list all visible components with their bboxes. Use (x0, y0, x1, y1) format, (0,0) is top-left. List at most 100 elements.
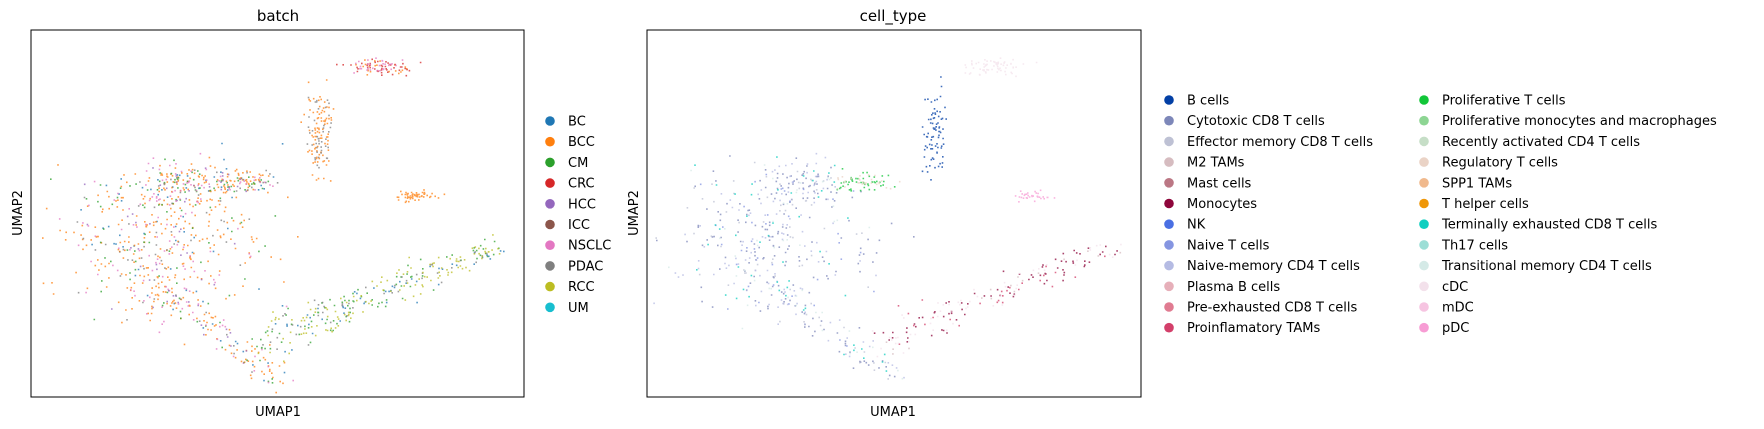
legend-marker (1164, 322, 1174, 333)
legend-item: UM (545, 301, 589, 316)
legend-marker (1164, 198, 1174, 209)
legend-label: UM (568, 301, 589, 316)
legend-label: Proinflamatory TAMs (1187, 321, 1321, 336)
legend-marker (545, 302, 555, 313)
legend-marker (1164, 240, 1174, 250)
scatter-points (897, 255, 1106, 345)
legend-label: Plasma B cells (1187, 280, 1280, 295)
batch-scatter-points (42, 57, 505, 394)
legend-marker (545, 157, 555, 168)
legend-item: Recently activated CD4 T cells (1419, 135, 1640, 150)
legend-marker (1419, 302, 1429, 312)
legend-item: Plasma B cells (1164, 280, 1280, 295)
legend-marker (545, 199, 555, 209)
legend-label: Naive T cells (1187, 238, 1270, 253)
legend-label: Naive-memory CD4 T cells (1187, 259, 1360, 274)
legend-label: Proliferative T cells (1442, 94, 1566, 109)
legend-label: mDC (1442, 301, 1474, 316)
scatter-points (76, 96, 488, 373)
legend-label: Cytotoxic CD8 T cells (1187, 114, 1325, 129)
legend-marker (545, 281, 555, 292)
legend-label: Regulatory T cells (1442, 156, 1558, 171)
cell-type-scatter-points (653, 57, 1122, 380)
legend-label: SPP1 TAMs (1442, 176, 1512, 191)
scatter-points (257, 234, 501, 363)
legend-label: Recently activated CD4 T cells (1442, 135, 1640, 150)
legend-marker (1419, 260, 1429, 271)
legend-marker (1419, 240, 1429, 250)
legend-item: BCC (545, 135, 595, 150)
scatter-points (1014, 189, 1056, 203)
batch-y-axis-label: UMAP2 (11, 190, 26, 236)
legend-marker (1419, 281, 1429, 292)
legend-label: PDAC (568, 259, 603, 274)
legend-marker (1164, 136, 1174, 147)
legend-item: NK (1164, 218, 1206, 233)
legend-item: pDC (1419, 321, 1469, 336)
legend-label: Pre-exhausted CD8 T cells (1187, 301, 1357, 316)
legend-item: BC (545, 115, 586, 130)
scatter-points (653, 152, 905, 379)
legend-label: cDC (1442, 280, 1468, 295)
legend-label: pDC (1442, 321, 1469, 336)
legend-marker (1419, 136, 1429, 147)
legend-label: B cells (1187, 94, 1229, 109)
scatter-points (42, 59, 446, 394)
legend-marker (545, 240, 555, 250)
cell-type-y-axis-label: UMAP2 (627, 190, 642, 236)
legend-item: T helper cells (1419, 197, 1529, 212)
scatter-points (871, 57, 1122, 358)
legend-marker (1164, 219, 1174, 229)
legend-label: BCC (568, 135, 595, 150)
legend-item: Effector memory CD8 T cells (1164, 135, 1373, 150)
scatter-points (873, 245, 1118, 343)
legend-marker (1419, 157, 1429, 167)
cell-type-plot-frame (646, 29, 1142, 398)
legend-label: CRC (568, 177, 595, 192)
legend-marker (545, 136, 555, 147)
scatter-points (668, 164, 904, 380)
legend-item: Cytotoxic CD8 T cells (1164, 114, 1325, 129)
legend-marker (1164, 260, 1174, 271)
legend-label: Th17 cells (1441, 238, 1508, 253)
legend-label: Transitional memory CD4 T cells (1441, 259, 1652, 274)
legend-item: Th17 cells (1419, 238, 1508, 253)
legend-item: B cells (1164, 94, 1229, 109)
legend-marker (1164, 302, 1174, 312)
legend-item: M2 TAMs (1164, 156, 1245, 171)
scatter-points (921, 76, 947, 181)
legend-item: RCC (545, 280, 595, 295)
legend-item: Proliferative T cells (1419, 94, 1566, 109)
legend-marker (1419, 198, 1429, 209)
legend-label: Terminally exhausted CD8 T cells (1441, 218, 1657, 233)
cell-type-x-axis-label: UMAP1 (870, 405, 916, 420)
legend-label: CM (568, 156, 588, 171)
batch-plot-frame (30, 29, 525, 398)
panel-cell-type-title: cell_type (860, 7, 927, 26)
legend-item: Proinflamatory TAMs (1164, 321, 1321, 336)
scatter-points (836, 168, 896, 192)
legend-item: CM (545, 156, 588, 171)
legend-label: ICC (568, 218, 590, 233)
legend-label: RCC (568, 280, 595, 295)
legend-item: mDC (1419, 301, 1474, 316)
legend-item: Proliferative monocytes and macrophages (1419, 114, 1717, 129)
legend-marker (1164, 115, 1174, 126)
legend-label: HCC (568, 197, 596, 212)
legend-item: Regulatory T cells (1419, 156, 1558, 171)
legend-item: Pre-exhausted CD8 T cells (1164, 301, 1357, 316)
legend-marker (545, 116, 555, 126)
legend-marker (1419, 322, 1429, 333)
batch-legend: BC BCC CM CRC HCC ICC NSCLC PDAC RCC UM (545, 115, 611, 316)
legend-marker (1164, 281, 1174, 292)
legend-item: NSCLC (545, 239, 611, 254)
legend-marker (1419, 219, 1429, 229)
legend-marker (545, 178, 555, 188)
panel-batch: batch UMAP1 UMAP2 BC BCC CM CRC HCC ICC NSCLC P… (11, 7, 611, 420)
panel-cell-type: cell_type UMAP1 UMAP2 B cells Cytotoxic C… (627, 7, 1717, 420)
scatter-points (80, 142, 505, 382)
cell-type-legend: B cells Cytotoxic CD8 T cells Effector mem… (1164, 94, 1717, 336)
legend-label: Proliferative monocytes and macrophages (1442, 114, 1717, 129)
legend-item: ICC (545, 218, 590, 233)
